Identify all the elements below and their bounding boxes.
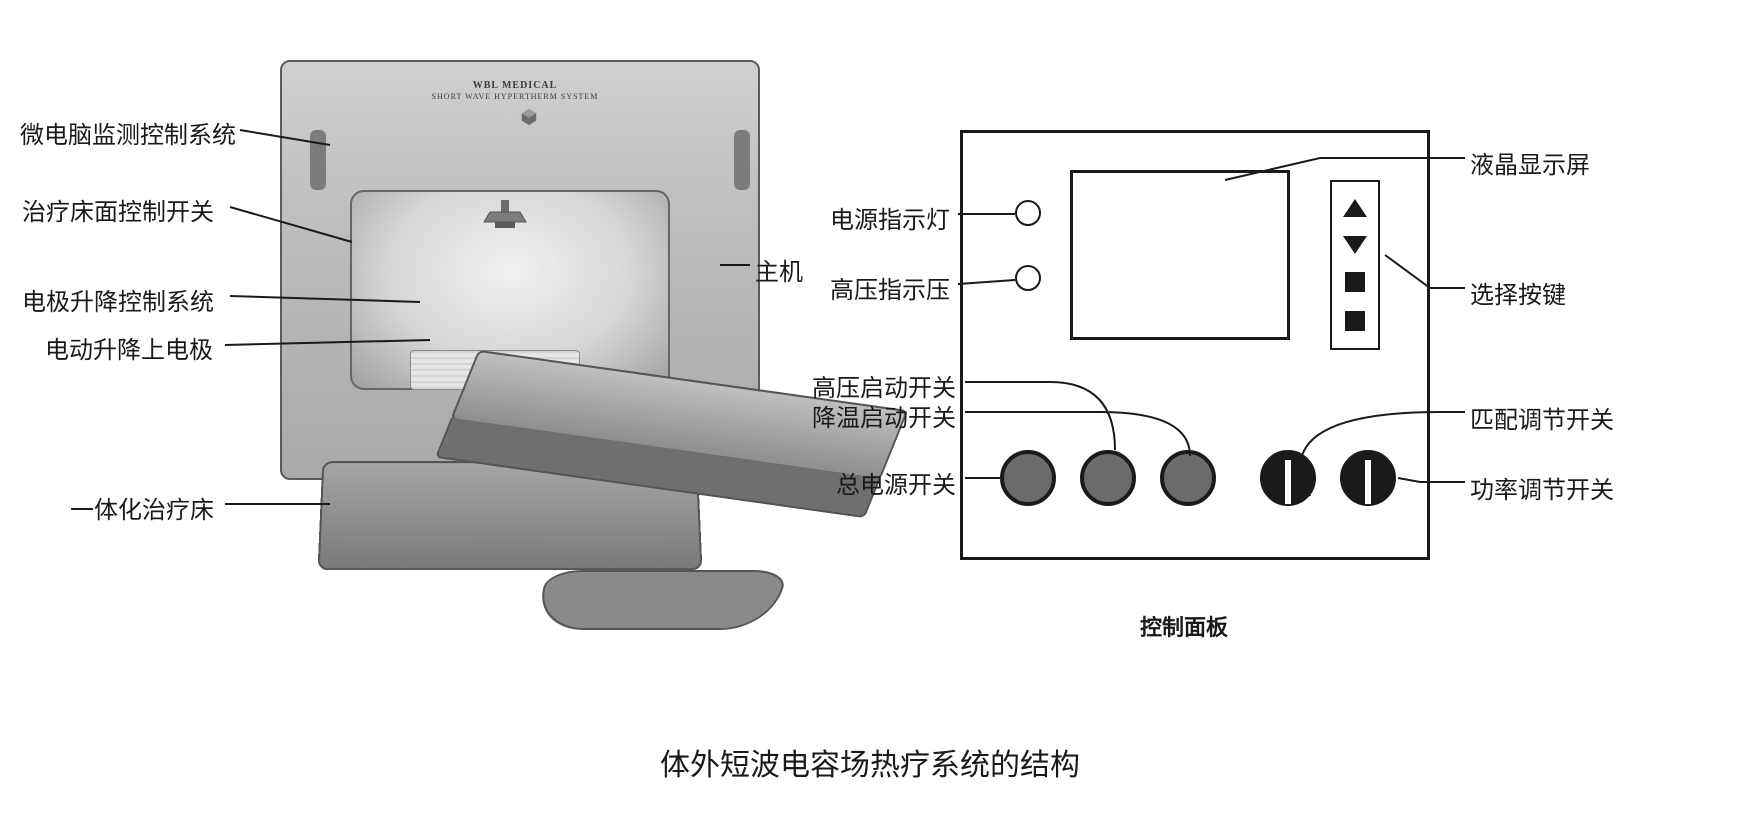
select-key-column[interactable] — [1330, 180, 1380, 350]
panel-title: 控制面板 — [1140, 610, 1228, 642]
label-main-pwr: 总电源开关 — [836, 465, 956, 500]
machine-illustration: WBL MEDICAL SHORT WAVE HYPERTHERM SYSTEM — [260, 50, 800, 640]
right-pillar — [734, 130, 750, 190]
main-power-button[interactable] — [1000, 450, 1056, 506]
brand-logo-icon — [520, 108, 538, 126]
up-key-icon[interactable] — [1343, 199, 1367, 217]
label-pwr-led: 电源指示灯 — [830, 200, 950, 235]
figure-caption: 体外短波电容场热疗系统的结构 — [560, 740, 1180, 784]
bed-foot — [532, 570, 788, 630]
hv-start-button[interactable] — [1080, 450, 1136, 506]
label-power-knob: 功率调节开关 — [1470, 470, 1614, 505]
label-bed: 一体化治疗床 — [70, 490, 214, 525]
brand-top: WBL MEDICAL — [473, 80, 558, 91]
label-bed-switch: 治疗床面控制开关 — [22, 192, 214, 227]
label-cool-start: 降温启动开关 — [812, 398, 956, 433]
power-adjust-knob[interactable] — [1340, 450, 1396, 506]
down-key-icon[interactable] — [1343, 236, 1367, 254]
hv-indicator-led — [1015, 265, 1041, 291]
power-indicator-led — [1015, 200, 1041, 226]
left-pillar — [310, 130, 326, 190]
label-host: 主机 — [755, 252, 803, 287]
cooling-start-button[interactable] — [1160, 450, 1216, 506]
label-lcd: 液晶显示屏 — [1470, 145, 1590, 180]
label-elec-lift: 电极升降控制系统 — [22, 282, 214, 317]
label-match-knob: 匹配调节开关 — [1470, 400, 1614, 435]
label-micro-ctrl: 微电脑监测控制系统 — [20, 115, 236, 150]
select-key-1-icon[interactable] — [1345, 272, 1365, 292]
match-adjust-knob[interactable] — [1260, 450, 1316, 506]
upper-electrode-icon — [475, 200, 535, 230]
select-key-2-icon[interactable] — [1345, 311, 1365, 331]
label-sel-keys: 选择按键 — [1470, 275, 1566, 310]
brand-band: WBL MEDICAL SHORT WAVE HYPERTHERM SYSTEM — [390, 80, 640, 116]
brand-sub: SHORT WAVE HYPERTHERM SYSTEM — [432, 92, 599, 101]
label-hv-led: 高压指示压 — [830, 270, 950, 305]
control-panel — [960, 130, 1430, 560]
lcd-screen — [1070, 170, 1290, 340]
label-upper-elec: 电动升降上电极 — [45, 330, 213, 365]
